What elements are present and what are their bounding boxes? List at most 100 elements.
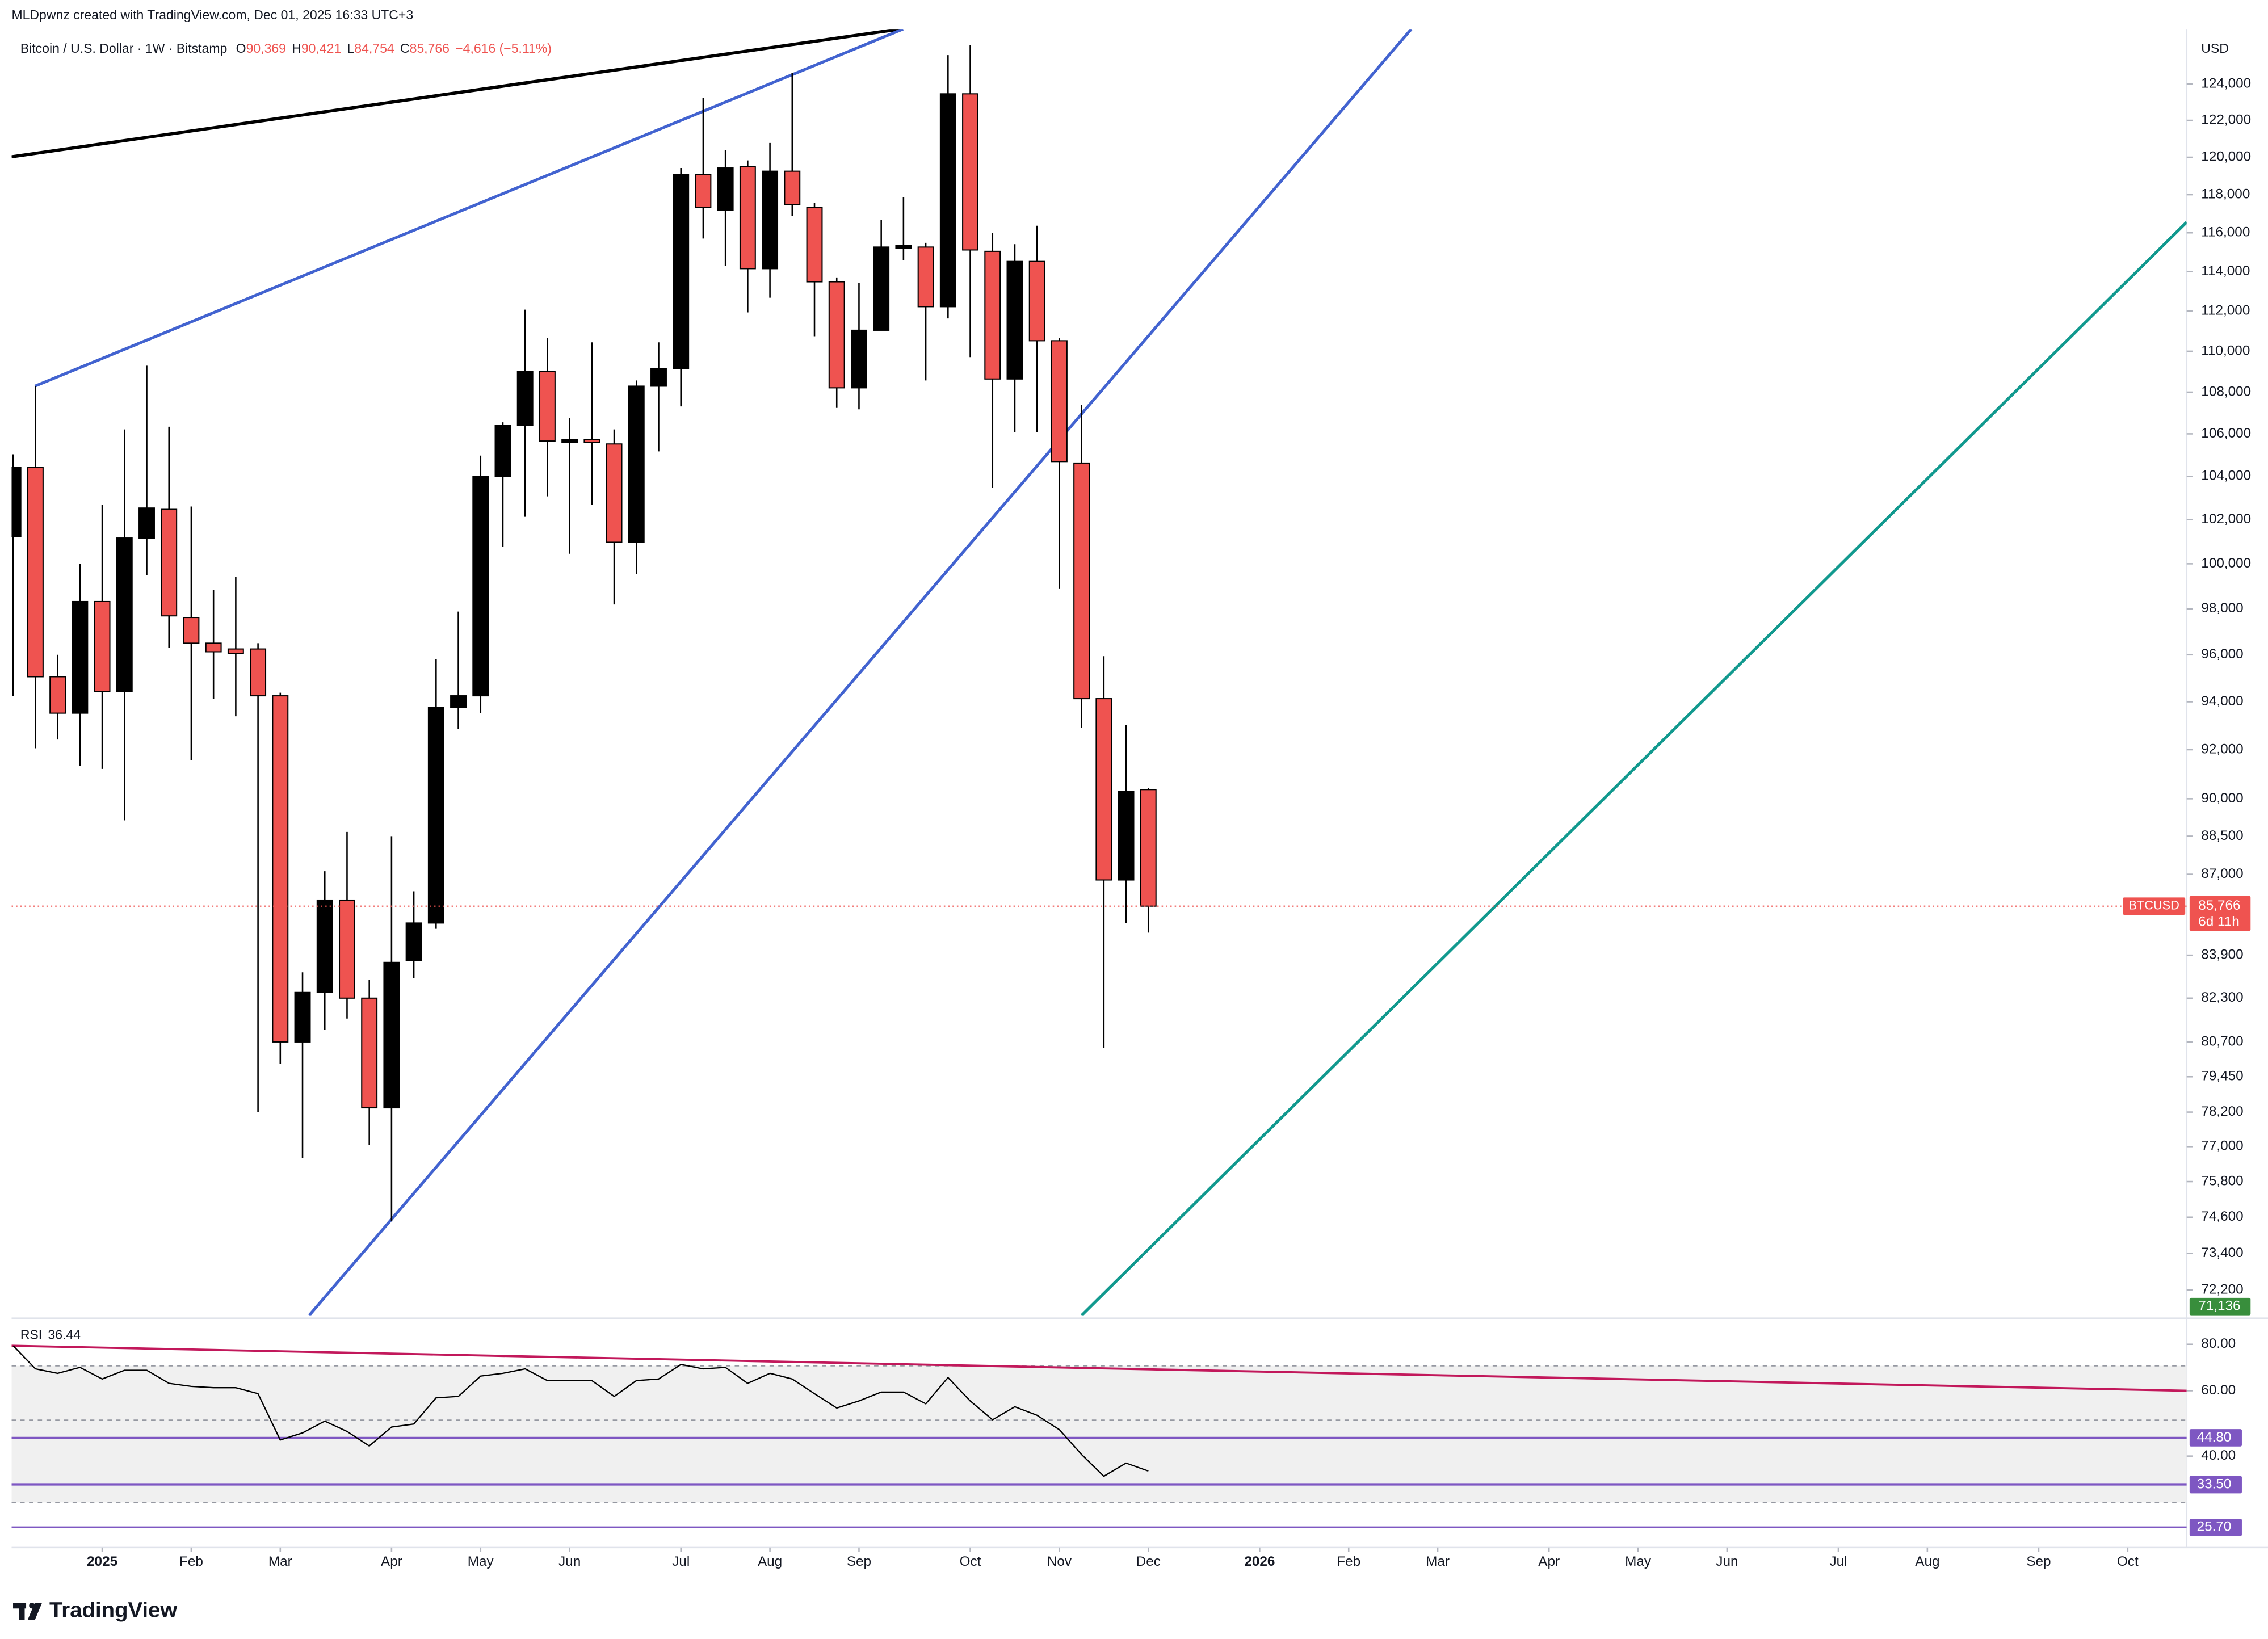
legend-value: 90,421	[301, 41, 341, 56]
legend-key: H	[292, 41, 301, 56]
x-tick-label: Nov	[1047, 1554, 1072, 1569]
x-tick-label: Aug	[1915, 1554, 1939, 1569]
candle-body	[250, 648, 267, 697]
x-tick-label: Mar	[1426, 1554, 1450, 1569]
y-tick-label: 106,000	[2201, 426, 2251, 441]
level-label: 25.70	[2197, 1519, 2232, 1535]
candle-body	[49, 676, 66, 714]
candle-body	[695, 174, 712, 208]
candle-body	[450, 695, 467, 708]
y-tick-label: 77,000	[2201, 1138, 2243, 1154]
legend-key: L	[347, 41, 355, 56]
legend-title: Bitcoin / U.S. Dollar · 1W · Bitstamp	[20, 41, 228, 56]
level-box	[2189, 1518, 2242, 1536]
candle-body	[1006, 260, 1023, 380]
candle-body	[850, 329, 867, 389]
candle-body	[138, 507, 155, 539]
y-tick-label: 108,000	[2201, 384, 2251, 399]
candle-body	[316, 899, 333, 993]
countdown-label: 6d 11h	[2198, 914, 2240, 929]
trendline	[11, 29, 901, 159]
candle-body	[1095, 698, 1112, 881]
price-pane	[11, 45, 2187, 1222]
legend-key: C	[400, 41, 410, 56]
marker-box	[2189, 1297, 2251, 1316]
trendline	[34, 29, 904, 388]
y-tick-label: 88,500	[2201, 828, 2243, 843]
price-label: 85,766	[2198, 898, 2240, 913]
x-tick-label: Feb	[179, 1554, 203, 1569]
x-tick-label: Jun	[558, 1554, 581, 1569]
rsi-trendline	[11, 1344, 2187, 1392]
y-tick-label: 124,000	[2201, 76, 2251, 91]
rsi-pane	[11, 1344, 2187, 1528]
candle-body	[828, 281, 845, 389]
legend-value: 90,369	[246, 41, 286, 56]
x-tick-label: Apr	[381, 1554, 402, 1569]
logo-part	[27, 1603, 43, 1620]
candle-body	[1073, 462, 1090, 700]
candle-body	[917, 246, 934, 308]
candle-body	[561, 439, 578, 443]
x-tick-label: Dec	[1136, 1554, 1161, 1569]
candle-body	[673, 174, 690, 369]
symbol-label: BTCUSD	[2128, 898, 2179, 912]
candle-body	[806, 207, 823, 283]
y-tick-label: 94,000	[2201, 694, 2243, 709]
candle-body	[650, 368, 667, 387]
candle-body	[494, 425, 511, 477]
rsi-value: 36.44	[48, 1327, 81, 1342]
candle-body	[94, 600, 111, 692]
x-tick-label: 2025	[87, 1554, 117, 1569]
candle-body	[784, 170, 801, 205]
rsi-title: RSI	[20, 1327, 42, 1342]
x-tick-label: Feb	[1337, 1554, 1360, 1569]
candle-body	[161, 508, 178, 617]
candle-body	[405, 922, 422, 962]
y-tick-label: 116,000	[2201, 225, 2250, 240]
y-tick-label: 92,000	[2201, 741, 2243, 757]
level-box	[2189, 1429, 2242, 1447]
candle-body	[427, 707, 444, 924]
currency: USD	[2201, 41, 2229, 56]
drawings	[11, 29, 2187, 1316]
candle-body	[183, 617, 200, 644]
candle-body	[606, 443, 623, 543]
y-tick-label: 98,000	[2201, 600, 2243, 616]
y-tick-label: 78,200	[2201, 1104, 2243, 1119]
price-box	[2189, 896, 2251, 931]
legend: Bitcoin / U.S. Dollar · 1W · Bitstamp O90…	[20, 41, 552, 56]
y-tick-label: 110,000	[2201, 343, 2250, 358]
candle-body	[539, 371, 556, 442]
x-tick-label: Mar	[268, 1554, 292, 1569]
x-tick-label: Sep	[2026, 1554, 2051, 1569]
candle-body	[762, 170, 779, 270]
candle-body	[1028, 260, 1045, 342]
candle-body	[383, 961, 400, 1109]
x-tick-label: Jul	[672, 1554, 690, 1569]
candle-body	[205, 642, 222, 653]
x-tick-label: Oct	[2117, 1554, 2139, 1569]
marker-label: 71,136	[2198, 1298, 2240, 1314]
credit: MLDpwnz created with TradingView.com, De…	[11, 7, 413, 22]
y-tick-label: 80.00	[2201, 1336, 2236, 1351]
candle-body	[1118, 791, 1135, 881]
y-tick-label: 72,200	[2201, 1282, 2243, 1297]
axes: 124,000 122,000 120,000 118,000 116,000 114,0…	[87, 76, 2251, 1569]
x-tick-label: May	[468, 1554, 494, 1569]
rsi-band	[11, 1365, 2187, 1503]
legend-change: −4,616 (−5.11%)	[455, 41, 552, 56]
y-tick-label: 96,000	[2201, 646, 2243, 662]
x-tick-label: May	[1625, 1554, 1652, 1569]
candle-body	[1051, 340, 1068, 463]
x-tick-label: Oct	[960, 1554, 981, 1569]
y-tick-label: 118,000	[2201, 186, 2250, 201]
level-label: 33.50	[2197, 1476, 2232, 1491]
trendline	[308, 29, 1413, 1316]
legend-value: 84,754	[354, 41, 394, 56]
candle-body	[72, 600, 89, 714]
candle-body	[873, 246, 890, 331]
x-tick-label: Apr	[1538, 1554, 1560, 1569]
candle-body	[294, 991, 311, 1043]
